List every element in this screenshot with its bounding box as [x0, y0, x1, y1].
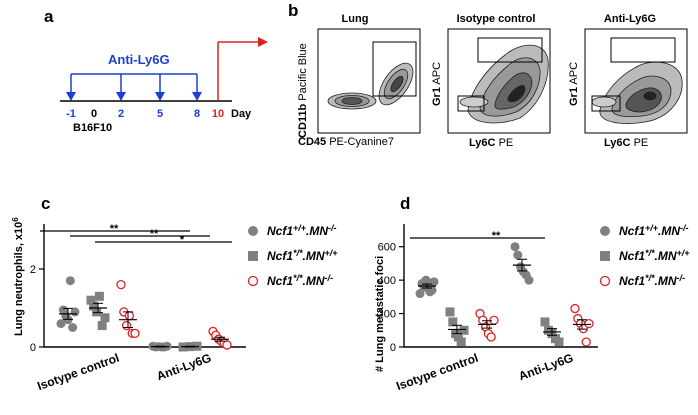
- data-point: [489, 315, 499, 325]
- x-tick-label: Isotype control: [35, 351, 121, 394]
- data-point: [100, 313, 110, 323]
- tumor-label: B16F10: [73, 122, 112, 134]
- data-point: [65, 276, 75, 286]
- treatment-label: Anti-Ly6G: [108, 52, 170, 67]
- data-point: [540, 317, 550, 327]
- gate: [372, 41, 417, 97]
- y-tick-label: 2: [30, 264, 36, 276]
- x-tick-label: Anti-Ly6G: [517, 351, 575, 384]
- day-tick: 0: [91, 108, 97, 120]
- y-axis-label: Lung neutrophils, x106: [11, 217, 25, 336]
- day-unit: Day: [231, 108, 252, 120]
- flow-x-label: CD45 PE-Cyanine7: [298, 136, 394, 148]
- flow-plot-isotype: Isotype control Gr1 APC Ly6C PE: [431, 13, 551, 149]
- data-point: [124, 311, 135, 321]
- data-point: [459, 325, 469, 335]
- x-tick-label: Isotype control: [394, 351, 480, 394]
- flow-x-label: Ly6C PE: [604, 137, 648, 149]
- legend-marker: [248, 251, 258, 261]
- y-axis-label: # Lung metastatic foci: [374, 256, 386, 372]
- panel-a: a Anti-Ly6G -1 0 2 5 8 10 Day B16F10: [44, 7, 268, 134]
- legend-label: Ncf1+/+.MN-/-: [267, 223, 337, 238]
- data-point: [130, 328, 140, 339]
- data-point: [513, 250, 523, 260]
- data-point: [445, 307, 455, 317]
- panel-c-letter: c: [41, 194, 50, 213]
- day-tick: 10: [212, 108, 224, 120]
- data-point: [510, 242, 520, 252]
- data-point: [453, 332, 463, 342]
- significance-label: *: [180, 234, 185, 246]
- day-tick: -1: [66, 108, 76, 120]
- gate: [610, 37, 676, 63]
- data-point: [421, 275, 431, 285]
- flow-y-label: CD11b Pacific Blue: [297, 43, 309, 138]
- legend-label: Ncf1*/*.MN-/-: [267, 273, 333, 288]
- legend-marker: [599, 275, 611, 287]
- flow-y-label: Gr1 APC: [568, 62, 580, 106]
- y-tick-label: 600: [378, 242, 396, 254]
- significance-label: **: [110, 223, 119, 235]
- data-point: [429, 277, 439, 287]
- significance-label: **: [492, 230, 501, 242]
- legend-marker: [600, 251, 610, 261]
- gate: [477, 37, 543, 63]
- legend-marker: [248, 226, 258, 236]
- gate: [457, 95, 485, 112]
- legend-label: Ncf1*/*.MN-/-: [619, 273, 685, 288]
- data-point: [94, 291, 104, 301]
- flow-x-label: Ly6C PE: [469, 137, 513, 149]
- flow-plot-title: Anti-Ly6G: [604, 13, 656, 25]
- day-tick: 5: [157, 108, 163, 120]
- panel-a-letter: a: [44, 7, 54, 26]
- panel-b: b Lung CD11b Pacific Blue CD45 PE-Cyanin…: [288, 1, 688, 149]
- day-tick: 2: [118, 108, 124, 120]
- y-tick-label: 200: [378, 309, 396, 321]
- data-point: [456, 337, 466, 347]
- day-tick: 8: [194, 108, 200, 120]
- data-point: [68, 323, 78, 332]
- panel-d: d # Lung metastatic foci 0 200 400 600 Isoty…: [374, 194, 598, 393]
- legend-label: Ncf1*/*.MN+/+: [267, 248, 338, 263]
- flow-plot-lung: Lung CD11b Pacific Blue CD45 PE-Cyanine7: [297, 13, 421, 148]
- panel-b-letter: b: [288, 1, 298, 20]
- y-tick-label: 0: [390, 342, 396, 354]
- data-point: [554, 337, 564, 347]
- data-point: [116, 279, 126, 290]
- data-point: [97, 321, 107, 331]
- flow-plot-antily6g: Anti-Ly6G Gr1 APC Ly6C PE: [568, 13, 688, 149]
- flow-plot-title: Lung: [342, 13, 369, 25]
- legend-label: Ncf1+/+.MN-/-: [619, 223, 689, 238]
- flow-plot-title: Isotype control: [457, 13, 536, 25]
- panel-d-letter: d: [400, 194, 410, 213]
- data-point: [86, 295, 96, 305]
- data-point: [570, 303, 580, 314]
- significance-label: **: [150, 228, 159, 240]
- data-point: [92, 307, 102, 317]
- y-tick-label: 0: [30, 342, 36, 354]
- data-point: [427, 285, 437, 295]
- y-tick-label: 400: [378, 275, 396, 287]
- legend-marker: [600, 226, 610, 236]
- x-tick-label: Anti-Ly6G: [155, 351, 213, 384]
- data-point: [524, 275, 534, 285]
- data-point: [121, 320, 132, 331]
- legend-d: Ncf1+/+.MN-/- Ncf1*/*.MN+/+ Ncf1*/*.MN-/-: [599, 223, 690, 288]
- panel-c: c Lung neutrophils, x106 0 2 Isotype contr…: [11, 194, 246, 393]
- data-point: [584, 318, 594, 329]
- legend-marker: [247, 275, 259, 287]
- legend-c: Ncf1+/+.MN-/- Ncf1*/*.MN+/+ Ncf1*/*.MN-/-: [247, 223, 338, 288]
- legend-label: Ncf1*/*.MN+/+: [619, 248, 690, 263]
- data-point: [486, 332, 496, 342]
- data-point: [222, 340, 232, 350]
- data-point: [56, 319, 66, 329]
- data-point: [581, 337, 591, 347]
- data-point: [89, 301, 99, 311]
- data-point: [415, 289, 425, 299]
- data-point: [448, 317, 458, 327]
- flow-y-label: Gr1 APC: [431, 62, 443, 106]
- gate: [591, 95, 621, 112]
